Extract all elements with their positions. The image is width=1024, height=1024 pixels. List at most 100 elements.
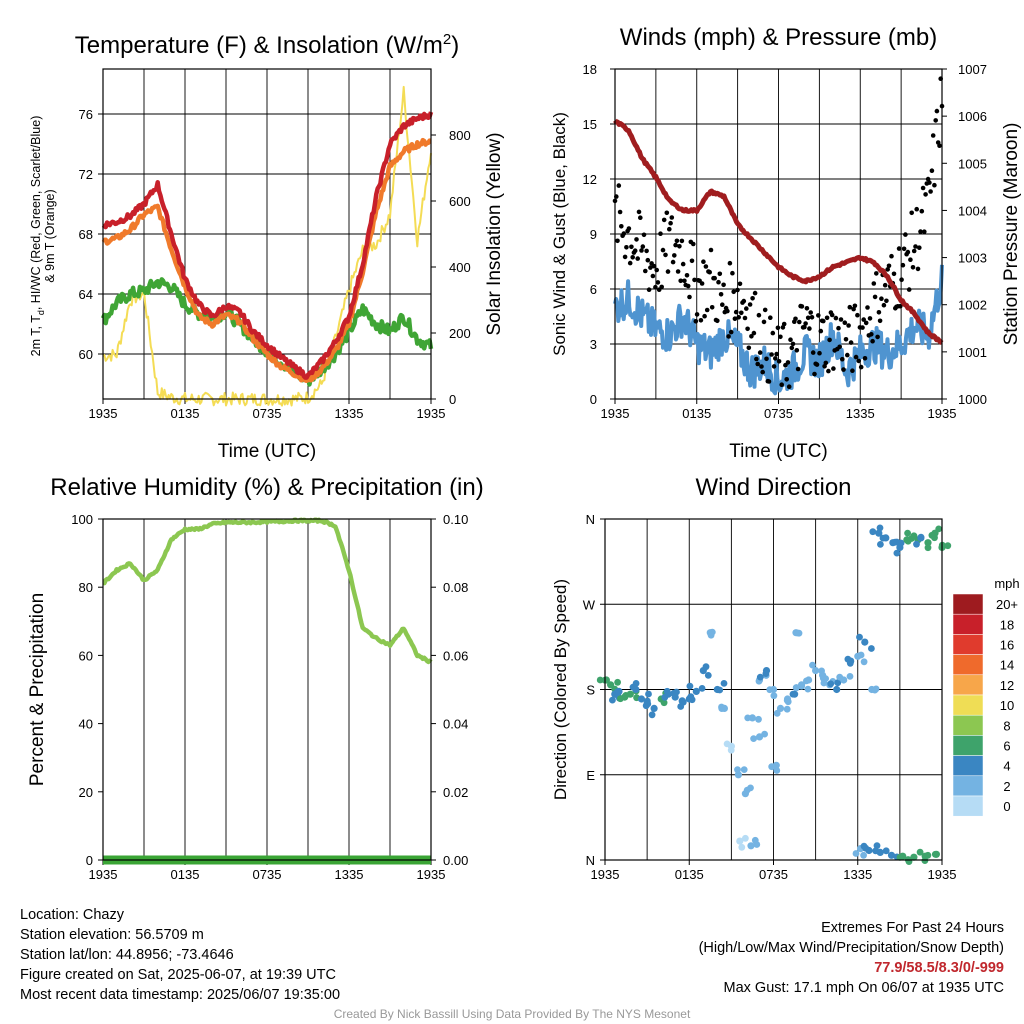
wind-direction-point bbox=[827, 680, 835, 688]
gust-point bbox=[771, 364, 777, 369]
legend-swatch bbox=[952, 654, 984, 676]
legend-label: 2 bbox=[1003, 779, 1010, 794]
gust-point bbox=[889, 253, 894, 259]
wind-direction-point bbox=[846, 659, 854, 667]
wind-direction-point bbox=[789, 690, 797, 698]
gust-point bbox=[755, 361, 760, 367]
gust-point bbox=[730, 270, 735, 276]
humidity-axis-label: Percent & Precipitation bbox=[27, 593, 48, 786]
x-tick-label: 0735 bbox=[253, 867, 282, 882]
max-gust: Max Gust: 17.1 mph On 06/07 at 1935 UTC bbox=[723, 980, 1004, 996]
gust-point bbox=[703, 264, 709, 269]
gust-point bbox=[682, 278, 687, 284]
gust-point bbox=[848, 340, 854, 345]
gust-point bbox=[741, 298, 747, 304]
gust-point bbox=[704, 307, 710, 313]
y2-tick-label: 1003 bbox=[958, 251, 987, 266]
wind-direction-point bbox=[795, 629, 803, 637]
wind-direction-point bbox=[916, 848, 924, 856]
y2-tick-label: 400 bbox=[449, 260, 471, 275]
gust-point bbox=[626, 226, 632, 231]
legend-swatch bbox=[952, 694, 984, 716]
gust-point bbox=[764, 356, 769, 362]
gust-point bbox=[757, 350, 763, 355]
legend-label: 12 bbox=[1000, 678, 1014, 693]
temperature-title-close: ) bbox=[451, 32, 459, 59]
wind-direction-point bbox=[720, 680, 728, 687]
wind-direction-point bbox=[736, 837, 744, 845]
gust-point bbox=[867, 316, 873, 321]
gust-point bbox=[793, 316, 798, 322]
gust-point bbox=[925, 176, 931, 182]
gust-point bbox=[733, 309, 739, 315]
gust-point bbox=[728, 329, 734, 335]
gust-point bbox=[736, 315, 741, 320]
y2-tick-label: 200 bbox=[449, 326, 471, 341]
gust-point bbox=[693, 319, 699, 324]
gust-point bbox=[712, 275, 717, 281]
y-tick-label: N bbox=[586, 512, 595, 527]
gust-point bbox=[638, 215, 643, 220]
gust-point bbox=[841, 367, 846, 372]
gust-point bbox=[823, 360, 829, 366]
x-axis-label: Time (UTC) bbox=[729, 441, 828, 462]
wind-direction-point bbox=[755, 733, 764, 741]
gust-point bbox=[685, 283, 691, 289]
gust-point bbox=[737, 281, 743, 287]
wind-direction-point bbox=[663, 687, 671, 695]
legend-swatch bbox=[952, 674, 984, 696]
y2-tick-label: 0 bbox=[449, 392, 456, 407]
gust-point bbox=[616, 183, 622, 188]
gust-point bbox=[742, 315, 748, 321]
wind-direction-point bbox=[860, 851, 867, 859]
chart-title: Winds (mph) & Pressure (mb) bbox=[620, 24, 937, 51]
station-location: Location: Chazy bbox=[20, 907, 124, 923]
gust-point bbox=[929, 168, 935, 173]
gust-point bbox=[694, 312, 700, 317]
extremes-title: Extremes For Past 24 Hours bbox=[821, 920, 1004, 936]
gust-point bbox=[853, 354, 859, 360]
wind-direction-point bbox=[820, 679, 828, 687]
x-tick-label: 1335 bbox=[335, 867, 364, 882]
legend-swatch bbox=[952, 593, 984, 615]
gust-point bbox=[701, 259, 706, 265]
gust-point bbox=[636, 209, 642, 215]
wind-direction-point bbox=[875, 529, 883, 537]
wind-direction-point bbox=[747, 842, 755, 850]
gust-point bbox=[898, 303, 903, 309]
y-tick-label: 64 bbox=[79, 287, 93, 302]
gust-point bbox=[875, 334, 880, 340]
wind-direction-point bbox=[792, 684, 800, 692]
gust-point bbox=[937, 143, 942, 148]
wind-direction-point bbox=[661, 693, 669, 701]
gust-point bbox=[663, 252, 668, 258]
gust-point bbox=[885, 267, 890, 272]
gust-point bbox=[809, 315, 815, 320]
wind-direction-point bbox=[860, 658, 868, 666]
station-info: Location: Chazy Station elevation: 56.57… bbox=[20, 905, 340, 1005]
wind-direction-point bbox=[596, 676, 604, 684]
gust-point bbox=[899, 277, 904, 283]
x-tick-label: 1935 bbox=[89, 867, 118, 882]
plot-border bbox=[604, 518, 943, 861]
gust-point bbox=[922, 229, 927, 234]
gust-point bbox=[845, 352, 850, 358]
wind-direction-point bbox=[776, 704, 785, 713]
gust-point bbox=[651, 263, 657, 269]
wind-direction-point bbox=[727, 746, 735, 754]
gust-point bbox=[856, 358, 861, 364]
gust-point bbox=[786, 384, 792, 390]
wind-direction-point bbox=[887, 851, 896, 859]
gust-point bbox=[788, 337, 793, 343]
gust-point bbox=[774, 351, 779, 357]
gust-point bbox=[731, 289, 736, 295]
gust-point bbox=[684, 273, 690, 278]
gust-point bbox=[810, 350, 816, 355]
gust-point bbox=[645, 257, 651, 263]
gust-point bbox=[640, 244, 646, 249]
wind-direction-point bbox=[856, 633, 863, 641]
wind-direction-point bbox=[716, 686, 724, 694]
gust-point bbox=[850, 368, 855, 374]
credit-line: Created By Nick Bassill Using Data Provi… bbox=[333, 1007, 691, 1021]
